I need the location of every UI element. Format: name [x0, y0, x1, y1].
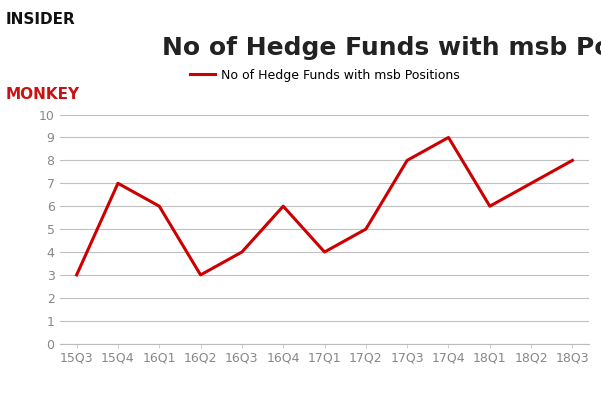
Legend: No of Hedge Funds with msb Positions: No of Hedge Funds with msb Positions: [185, 64, 465, 87]
Text: INSIDER: INSIDER: [6, 12, 76, 27]
Text: No of Hedge Funds with msb Positions: No of Hedge Funds with msb Positions: [162, 36, 601, 60]
Text: MONKEY: MONKEY: [6, 87, 80, 102]
